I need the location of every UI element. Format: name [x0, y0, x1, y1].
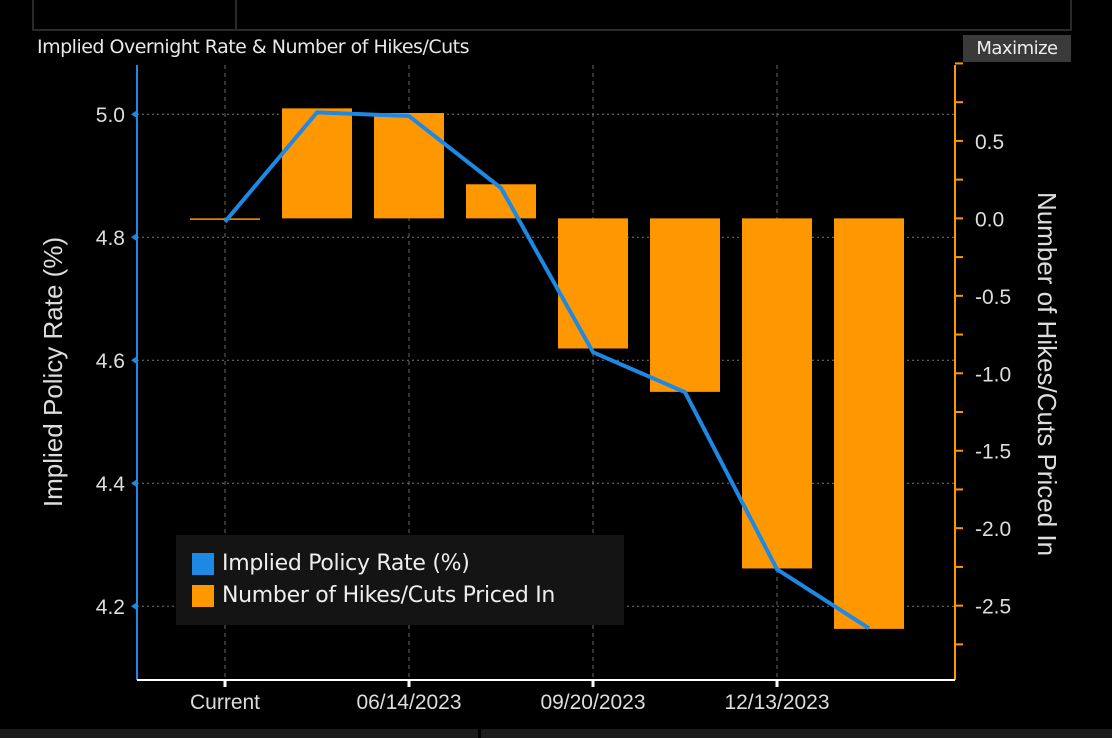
bar [742, 218, 812, 569]
maximize-button[interactable]: Maximize [963, 35, 1071, 62]
legend-label-rate: Implied Policy Rate (%) [222, 551, 470, 576]
x-tick-label: Current [190, 691, 260, 714]
x-tick-label: 06/14/2023 [356, 691, 461, 714]
bottom-divider [478, 729, 481, 738]
left-axis-label: Implied Policy Rate (%) [38, 237, 68, 507]
legend-label-hikes: Number of Hikes/Cuts Priced In [222, 583, 556, 608]
legend-item-hikes: Number of Hikes/Cuts Priced In [192, 583, 555, 608]
left-tick-label: 4.2 [96, 596, 125, 619]
legend-swatch-rate [192, 552, 214, 575]
top-panel [32, 0, 1072, 31]
legend: Implied Policy Rate (%) Number of Hikes/… [176, 535, 624, 625]
chart-title: Implied Overnight Rate & Number of Hikes… [37, 36, 470, 58]
left-tick-label: 4.4 [96, 473, 126, 496]
right-tick-label: 0.5 [975, 131, 1004, 154]
bar [374, 113, 444, 219]
right-axis-label: Number of Hikes/Cuts Priced In [1032, 192, 1062, 556]
panel-divider [235, 0, 237, 29]
left-tick-mark [131, 479, 137, 488]
bar [282, 108, 352, 219]
legend-item-rate: Implied Policy Rate (%) [192, 551, 470, 576]
bottom-bar [0, 729, 1112, 738]
right-tick-label: -2.5 [975, 596, 1011, 619]
bar [558, 218, 628, 349]
right-tick-label: -1.5 [975, 441, 1011, 464]
right-tick-label: -2.0 [975, 518, 1011, 541]
bar [834, 218, 904, 629]
left-tick-mark [131, 356, 137, 365]
left-tick-mark [131, 602, 137, 611]
bar [650, 218, 720, 392]
left-tick-label: 4.8 [96, 227, 125, 250]
left-tick-mark [131, 233, 137, 242]
rate-line [223, 110, 871, 631]
x-tick-label: 09/20/2023 [540, 691, 645, 714]
x-tick-label: 12/13/2023 [724, 691, 829, 714]
left-tick-label: 5.0 [96, 104, 125, 127]
right-tick-label: -1.0 [975, 363, 1011, 386]
legend-swatch-hikes [192, 584, 214, 607]
right-tick-label: 0.0 [975, 208, 1004, 231]
left-tick-label: 4.6 [96, 350, 125, 373]
left-tick-mark [131, 110, 137, 119]
right-tick-label: -0.5 [975, 286, 1011, 309]
